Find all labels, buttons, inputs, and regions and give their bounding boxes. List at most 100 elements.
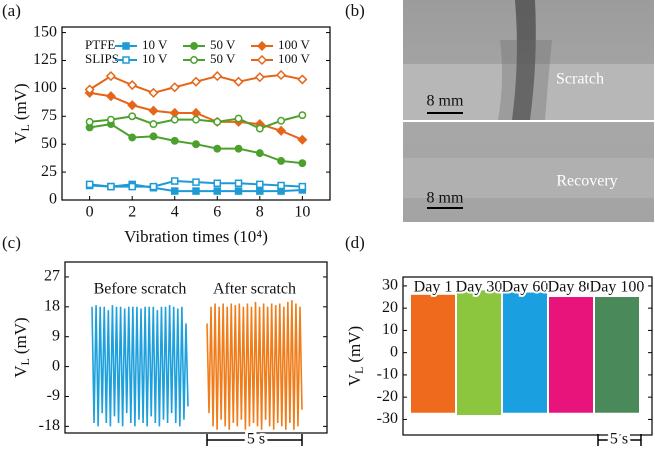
- scale-bar-label: 8 mm: [427, 93, 464, 110]
- legend-marker: [122, 56, 130, 64]
- scale-bar-label: 5 s: [610, 431, 628, 448]
- annotation: Recovery: [556, 173, 617, 190]
- y-tick-label: -9: [47, 387, 60, 404]
- y-tick-label: 30: [382, 277, 398, 294]
- y-label-unit: (mV): [11, 317, 30, 354]
- marker: [298, 111, 307, 120]
- y-axis-label: VL (mV): [11, 317, 32, 377]
- waveform: [206, 300, 303, 430]
- marker: [277, 156, 286, 165]
- marker: [256, 187, 264, 195]
- marker: [276, 69, 287, 81]
- marker: [255, 149, 264, 158]
- marker: [85, 180, 94, 189]
- y-tick-label: 75: [41, 107, 57, 124]
- series-label: Day 1: [414, 279, 453, 296]
- legend-group: PTFE: [85, 37, 115, 52]
- marker: [170, 115, 179, 124]
- marker: [84, 84, 95, 95]
- y-tick-label: 150: [33, 23, 57, 40]
- y-label-sub: L: [352, 367, 366, 374]
- marker: [192, 140, 200, 149]
- y-tick-label: 10: [382, 321, 398, 338]
- scale-bar-label: 8 mm: [427, 190, 464, 207]
- marker: [213, 187, 222, 195]
- marker: [297, 74, 308, 85]
- marker: [277, 181, 285, 190]
- marker: [297, 134, 308, 145]
- scale-bar: [597, 434, 642, 446]
- marker: [105, 71, 116, 82]
- legend-marker: [256, 54, 268, 66]
- marker: [277, 116, 286, 125]
- y-label-unit: (mV): [345, 326, 364, 363]
- y-label-sub: L: [18, 358, 32, 365]
- plot-frame: [402, 276, 653, 436]
- legend-label: 100 V: [278, 51, 311, 66]
- y-tick-label: 18: [44, 297, 60, 314]
- y-label-symbol: V: [11, 131, 30, 144]
- marker: [105, 91, 116, 102]
- x-tick-label: 10: [294, 204, 310, 221]
- marker: [85, 117, 94, 126]
- marker: [213, 144, 222, 153]
- marker: [106, 115, 115, 124]
- x-tick-label: 2: [128, 204, 136, 221]
- scale-bar: [206, 434, 303, 446]
- plot-frame: [64, 261, 328, 434]
- legend-marker: [190, 56, 198, 64]
- x-tick-label: 8: [256, 204, 264, 221]
- panel-label: (d): [345, 233, 365, 252]
- y-label-symbol: V: [345, 373, 364, 386]
- y-axis-label: VL (mV): [345, 326, 366, 386]
- series-label: After scratch: [213, 281, 296, 298]
- legend-label: 10 V: [142, 37, 168, 52]
- panel-label: (a): [2, 1, 21, 20]
- marker: [128, 133, 137, 142]
- photo: [403, 0, 654, 222]
- y-tick-label: 9: [52, 327, 60, 344]
- marker: [213, 179, 222, 188]
- y-tick-label: -10: [377, 366, 398, 383]
- y-tick-label: 50: [41, 135, 57, 152]
- legend-group: SLIPS: [85, 51, 119, 66]
- y-tick-label: -30: [377, 410, 398, 427]
- y-label-unit: (mV): [11, 83, 30, 120]
- x-tick-label: 0: [86, 204, 94, 221]
- marker: [234, 179, 243, 188]
- marker: [127, 100, 138, 111]
- marker: [170, 187, 179, 195]
- marker: [148, 87, 159, 98]
- panel-label: (b): [345, 1, 365, 20]
- signal-band: [549, 297, 593, 413]
- marker: [149, 132, 158, 141]
- y-tick-label: -20: [377, 388, 398, 405]
- legend-label: 50 V: [210, 51, 236, 66]
- marker: [149, 182, 158, 191]
- legend-label: 50 V: [210, 37, 236, 52]
- y-tick-label: -18: [39, 417, 60, 434]
- marker: [169, 82, 180, 93]
- series-label: Day 60: [502, 279, 549, 296]
- marker: [234, 187, 243, 195]
- marker: [170, 136, 179, 145]
- y-tick-label: 25: [41, 163, 57, 180]
- legend-label: 100 V: [278, 37, 311, 52]
- legend-label: 10 V: [142, 51, 168, 66]
- marker: [256, 180, 264, 189]
- waveform: [91, 305, 189, 427]
- marker: [190, 76, 202, 87]
- signal-band: [503, 292, 547, 413]
- marker: [276, 125, 287, 136]
- marker: [128, 182, 136, 191]
- signal-band: [411, 294, 455, 413]
- marker: [192, 178, 200, 186]
- marker: [213, 117, 222, 126]
- panel-label: (c): [2, 233, 21, 252]
- legend-marker: [190, 42, 198, 50]
- legend-marker: [122, 42, 130, 50]
- signal-band: [457, 290, 501, 415]
- marker: [128, 112, 137, 121]
- y-tick-label: 0: [49, 191, 57, 208]
